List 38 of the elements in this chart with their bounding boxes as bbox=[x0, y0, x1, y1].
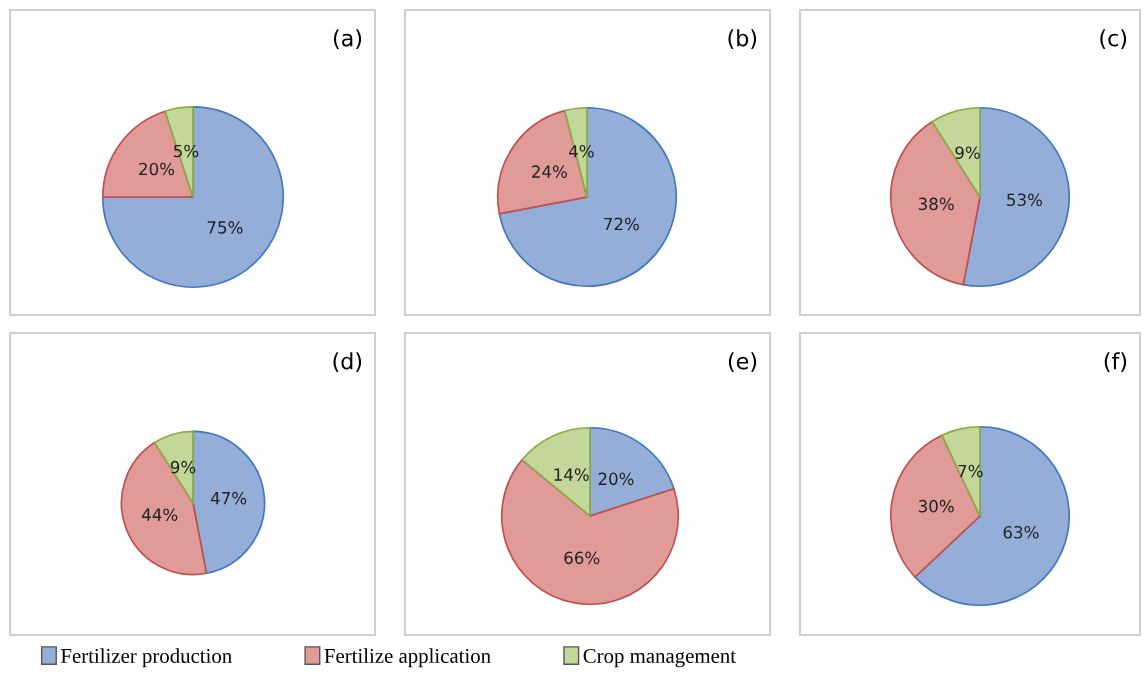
data-label: 30% bbox=[918, 499, 954, 513]
text: (d) bbox=[333, 352, 362, 373]
data-label: 24% bbox=[532, 165, 567, 178]
data-label: 63% bbox=[1003, 525, 1039, 539]
pie-slice bbox=[153, 430, 194, 504]
legend-label: Fertilizer production bbox=[61, 648, 232, 668]
legend-label: Fertilize application bbox=[324, 648, 491, 668]
data-label: 44% bbox=[142, 508, 178, 522]
data-label: 9% bbox=[955, 146, 980, 159]
data-label: 20% bbox=[598, 472, 634, 486]
pie-slice bbox=[589, 426, 675, 517]
pie-slice bbox=[889, 120, 981, 286]
pie-slice bbox=[521, 426, 591, 517]
data-label: 38% bbox=[918, 197, 954, 211]
data-label: 47% bbox=[210, 491, 247, 505]
data-label: 53% bbox=[1007, 193, 1043, 207]
data-label: 9% bbox=[170, 460, 196, 474]
text: (e) bbox=[728, 352, 757, 373]
pie-slice bbox=[120, 441, 208, 576]
data-label: 7% bbox=[958, 464, 983, 478]
data-label: 72% bbox=[604, 217, 639, 231]
pie-slice bbox=[101, 105, 285, 289]
pie-slice bbox=[498, 106, 678, 288]
data-label: 75% bbox=[207, 221, 243, 234]
chart-title: (c) bbox=[1100, 29, 1127, 50]
data-label: 5% bbox=[174, 144, 199, 158]
pie-slice bbox=[931, 106, 981, 198]
pie-slice bbox=[914, 425, 1071, 607]
pie-slice bbox=[500, 458, 680, 606]
data-label: 66% bbox=[564, 551, 600, 565]
data-label: 20% bbox=[139, 162, 175, 176]
data-label: 14% bbox=[554, 468, 589, 481]
chart-title: (f) bbox=[1104, 352, 1127, 373]
data-label: 4% bbox=[569, 144, 594, 158]
pie-slice bbox=[889, 434, 981, 578]
chart-title: (a) bbox=[333, 29, 362, 50]
legend-label: Crop management bbox=[583, 648, 736, 668]
text: (b) bbox=[728, 29, 757, 50]
